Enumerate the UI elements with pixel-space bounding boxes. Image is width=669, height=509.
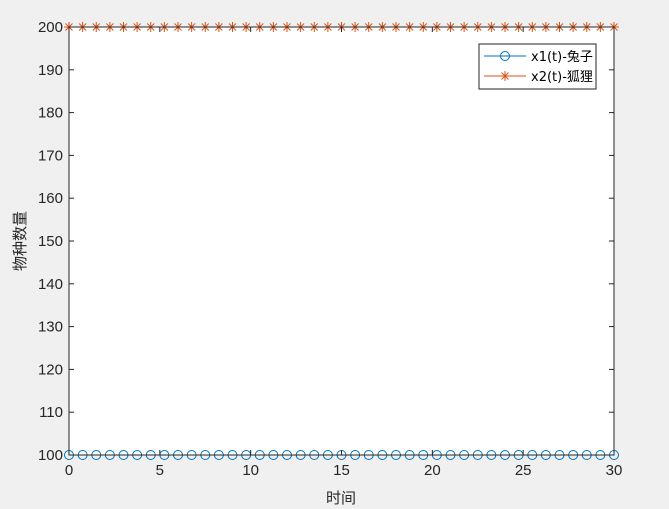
legend: x1(t)-兔子 x2(t)-狐狸 xyxy=(478,43,597,90)
x-tick-label: 30 xyxy=(606,462,623,479)
x-tick-label: 25 xyxy=(515,462,532,479)
x-tick-label: 10 xyxy=(242,462,259,479)
x-tick-label: 5 xyxy=(156,462,164,479)
y-tick-label: 170 xyxy=(38,147,63,164)
x-tick-label: 0 xyxy=(65,462,73,479)
x-tick-label: 15 xyxy=(333,462,350,479)
legend-box xyxy=(478,43,597,90)
y-tick-label: 160 xyxy=(38,190,63,207)
legend-marker-rabbit xyxy=(500,51,510,61)
legend-marker-fox xyxy=(500,71,510,81)
y-tick-label: 120 xyxy=(38,361,63,378)
tick-layer: 0 5 10 15 20 25 30 100 110 120 130 140 150 160 170 180 1… xyxy=(38,19,622,479)
y-axis-label: 物种数量 xyxy=(11,211,29,271)
y-tick-label: 180 xyxy=(38,105,63,122)
x-tick-label: 20 xyxy=(424,462,441,479)
y-tick-label: 100 xyxy=(38,447,63,464)
y-tick-label: 200 xyxy=(38,19,63,36)
legend-label-fox: x2(t)-狐狸 xyxy=(531,70,593,85)
plot-background xyxy=(69,27,614,455)
y-tick-label: 130 xyxy=(38,319,63,336)
y-tick-label: 150 xyxy=(38,233,63,250)
y-tick-label: 140 xyxy=(38,276,63,293)
legend-label-rabbit: x1(t)-兔子 xyxy=(531,50,593,65)
y-tick-label: 110 xyxy=(39,404,63,421)
x-axis-label: 时间 xyxy=(326,489,356,507)
y-tick-label: 190 xyxy=(38,62,63,79)
